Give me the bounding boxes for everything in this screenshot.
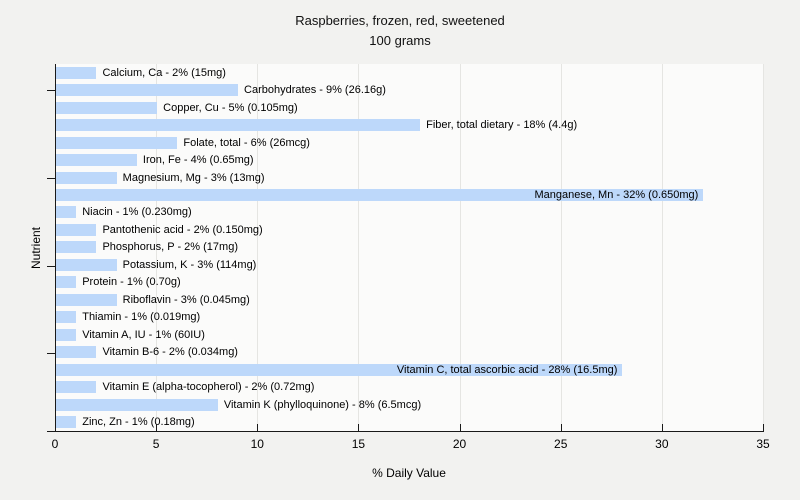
gridline-x-5 [156, 64, 158, 431]
bar-row: Vitamin E (alpha-tocopherol) - 2% (0.72m… [56, 378, 764, 395]
bar-label: Zinc, Zn - 1% (0.18mg) [82, 416, 195, 429]
bar-label: Thiamin - 1% (0.019mg) [82, 311, 201, 324]
gridline-x-10 [257, 64, 259, 431]
bar-label: Phosphorus, P - 2% (17mg) [102, 241, 238, 254]
y-tick-row-6 [47, 177, 55, 179]
x-tick-label-30: 30 [655, 437, 669, 451]
y-axis-label: Nutrient [29, 226, 43, 270]
bar-row: Iron, Fe - 4% (0.65mg) [56, 151, 764, 168]
bar-row: Vitamin K (phylloquinone) - 8% (6.5mcg) [56, 396, 764, 413]
bar-pantothenic-acid [56, 223, 97, 236]
bar-vitamin-k-phylloquinone [56, 398, 218, 411]
bar-row: Magnesium, Mg - 3% (13mg) [56, 169, 764, 186]
bar-label: Folate, total - 6% (26mcg) [183, 136, 310, 149]
x-tick-label-35: 35 [756, 437, 770, 451]
gridline-x-35 [763, 64, 764, 431]
bar-zinc-zn [56, 416, 77, 429]
x-tick-label-15: 15 [351, 437, 366, 451]
bar-label: Niacin - 1% (0.230mg) [82, 206, 192, 219]
bar-row: Carbohydrates - 9% (26.16g) [56, 81, 764, 98]
x-tick-25 [560, 424, 562, 431]
chart-title-line2: 100 grams [369, 33, 431, 48]
bar-copper-cu [56, 101, 158, 114]
bar-row: Calcium, Ca - 2% (15mg) [56, 64, 764, 81]
x-axis-label: % Daily Value [372, 466, 446, 480]
bar-calcium-ca [56, 66, 97, 79]
bar-label: Riboflavin - 3% (0.045mg) [122, 293, 250, 306]
gridline-x-30 [661, 64, 663, 431]
bar-row: Folate, total - 6% (26mcg) [56, 134, 764, 151]
y-tick-bottom [47, 431, 55, 432]
bar-rows: Calcium, Ca - 2% (15mg) Carbohydrates - 9… [56, 64, 764, 431]
x-tick-20 [459, 424, 461, 431]
bar-vitamin-a-iu [56, 328, 77, 341]
bar-niacin [56, 206, 77, 219]
bar-magnesium-mg [56, 171, 117, 184]
x-tick-30 [661, 424, 663, 431]
x-tick-label-5: 5 [152, 437, 160, 451]
bar-manganese-mn [56, 189, 704, 202]
bar-label: Carbohydrates - 9% (26.16g) [244, 84, 386, 97]
bar-row: Copper, Cu - 5% (0.105mg) [56, 99, 764, 116]
bar-row: Manganese, Mn - 32% (0.650mg) [56, 186, 764, 203]
x-tick-15 [358, 424, 360, 431]
bar-label: Pantothenic acid - 2% (0.150mg) [102, 223, 263, 236]
x-tick-35 [763, 424, 764, 431]
bar-vitamin-b-6 [56, 346, 97, 359]
y-tick-row-1 [47, 90, 55, 92]
x-tick-label-0: 0 [51, 437, 59, 451]
bar-label: Vitamin A, IU - 1% (60IU) [82, 328, 205, 341]
bar-row: Niacin - 1% (0.230mg) [56, 204, 764, 221]
bar-row: Vitamin A, IU - 1% (60IU) [56, 326, 764, 343]
bar-row: Potassium, K - 3% (114mg) [56, 256, 764, 273]
bar-vitamin-e-alpha-tocopherol [56, 381, 97, 394]
gridline-x-15 [358, 64, 360, 431]
bar-label: Fiber, total dietary - 18% (4.4g) [426, 119, 578, 132]
bar-label: Protein - 1% (0.70g) [82, 276, 181, 289]
bar-row: Phosphorus, P - 2% (17mg) [56, 239, 764, 256]
bar-potassium-k [56, 258, 117, 271]
bar-label: Magnesium, Mg - 3% (13mg) [122, 171, 265, 184]
y-tick-row-11 [47, 265, 55, 267]
bar-row: Riboflavin - 3% (0.045mg) [56, 291, 764, 308]
bar-iron-fe [56, 154, 137, 167]
gridline-x-20 [459, 64, 461, 431]
bar-label: Iron, Fe - 4% (0.65mg) [142, 154, 254, 167]
bar-label: Potassium, K - 3% (114mg) [122, 258, 257, 271]
bar-row: Fiber, total dietary - 18% (4.4g) [56, 116, 764, 133]
bar-label: Calcium, Ca - 2% (15mg) [102, 66, 226, 79]
x-tick-5 [156, 424, 158, 431]
bar-row: Vitamin B-6 - 2% (0.034mg) [56, 344, 764, 361]
bar-row: Vitamin C, total ascorbic acid - 28% (16… [56, 361, 764, 378]
bar-riboflavin [56, 293, 117, 306]
bar-label: Vitamin E (alpha-tocopherol) - 2% (0.72m… [102, 381, 315, 394]
bar-row: Protein - 1% (0.70g) [56, 274, 764, 291]
bar-row: Thiamin - 1% (0.019mg) [56, 309, 764, 326]
bar-folate-total [56, 136, 178, 149]
chart-title: Raspberries, frozen, red, sweetened 100 … [0, 11, 800, 51]
bar-phosphorus-p [56, 241, 97, 254]
x-tick-label-25: 25 [554, 437, 568, 451]
bar-row: Pantothenic acid - 2% (0.150mg) [56, 221, 764, 238]
bar-carbohydrates [56, 84, 239, 97]
bar-protein [56, 276, 77, 289]
bar-thiamin [56, 311, 77, 324]
bar-label: Vitamin K (phylloquinone) - 8% (6.5mcg) [223, 398, 422, 411]
bar-vitamin-c-total-ascorbic-acid [56, 363, 623, 376]
bar-label: Vitamin B-6 - 2% (0.034mg) [102, 346, 238, 359]
gridline-x-25 [560, 64, 562, 431]
y-tick-row-16 [47, 353, 55, 355]
plot-area: Calcium, Ca - 2% (15mg) Carbohydrates - 9… [55, 64, 764, 432]
bar-row: Zinc, Zn - 1% (0.18mg) [56, 413, 764, 430]
x-tick-10 [257, 424, 259, 431]
bar-label: Manganese, Mn - 32% (0.650mg) [534, 189, 699, 202]
bar-fiber-total-dietary [56, 119, 421, 132]
chart-title-line1: Raspberries, frozen, red, sweetened [295, 13, 505, 28]
x-tick-label-10: 10 [250, 437, 264, 451]
bar-label: Copper, Cu - 5% (0.105mg) [163, 101, 298, 114]
bar-label: Vitamin C, total ascorbic acid - 28% (16… [396, 363, 618, 376]
x-tick-label-20: 20 [452, 437, 467, 451]
